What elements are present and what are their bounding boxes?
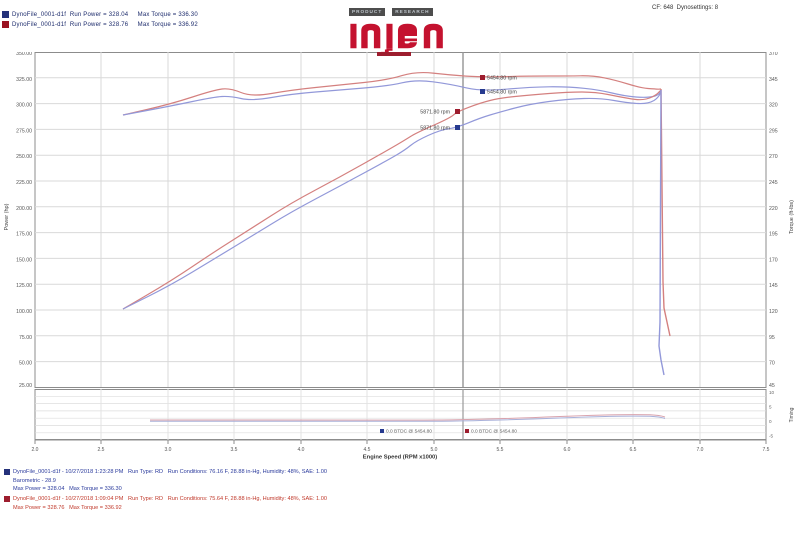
svg-text:145: 145 [769,283,778,289]
svg-text:245: 245 [769,180,778,186]
svg-text:-5: -5 [769,433,774,438]
svg-text:0.0 BTDC @ 5454.80: 0.0 BTDC @ 5454.80 [471,429,517,435]
svg-text:100.00: 100.00 [16,309,32,315]
svg-text:250.00: 250.00 [16,154,32,160]
svg-text:5: 5 [769,405,772,410]
svg-text:125.00: 125.00 [16,283,32,289]
svg-text:6.0: 6.0 [564,447,571,453]
svg-text:300.00: 300.00 [16,103,32,109]
svg-text:5.5: 5.5 [497,447,504,453]
svg-text:7.5: 7.5 [763,447,770,453]
svg-text:5454.80 rpm: 5454.80 rpm [487,75,517,81]
svg-text:75.00: 75.00 [19,335,32,341]
svg-text:5.0: 5.0 [431,447,438,453]
svg-text:70: 70 [769,361,775,367]
svg-text:170: 170 [769,257,778,263]
svg-text:3.0: 3.0 [165,447,172,453]
svg-text:Torque (ft-lbs): Torque (ft-lbs) [789,200,795,234]
svg-text:2.5: 2.5 [98,447,105,453]
svg-text:Power (hp): Power (hp) [4,203,10,230]
svg-text:120: 120 [769,309,778,315]
svg-text:220: 220 [769,206,778,212]
svg-text:5454.80 rpm: 5454.80 rpm [487,89,517,95]
svg-text:95: 95 [769,335,775,341]
svg-text:4.0: 4.0 [298,447,305,453]
svg-text:195: 195 [769,232,778,238]
svg-text:370: 370 [769,52,778,57]
svg-text:50.00: 50.00 [19,361,32,367]
svg-text:7.0: 7.0 [697,447,704,453]
svg-text:2.0: 2.0 [32,447,39,453]
svg-text:150.00: 150.00 [16,257,32,263]
svg-text:175.00: 175.00 [16,232,32,238]
svg-text:6.5: 6.5 [630,447,637,453]
svg-text:4.5: 4.5 [364,447,371,453]
svg-text:5871.80 rpm: 5871.80 rpm [420,125,450,131]
svg-text:295: 295 [769,128,778,134]
svg-text:350.00: 350.00 [16,52,32,57]
svg-text:Timing: Timing [789,407,795,422]
svg-text:270: 270 [769,154,778,160]
svg-text:225.00: 225.00 [16,180,32,186]
svg-text:320: 320 [769,103,778,109]
svg-text:325.00: 325.00 [16,77,32,83]
svg-text:275.00: 275.00 [16,128,32,134]
svg-text:5871.80 rpm: 5871.80 rpm [420,109,450,115]
svg-text:Engine Speed (RPM x1000): Engine Speed (RPM x1000) [363,455,437,461]
svg-text:3.5: 3.5 [231,447,238,453]
svg-text:345: 345 [769,77,778,83]
svg-text:0.0 BTDC @ 5454.80: 0.0 BTDC @ 5454.80 [386,429,432,435]
svg-text:0: 0 [769,419,772,424]
svg-text:200.00: 200.00 [16,206,32,212]
svg-text:10: 10 [769,390,775,395]
